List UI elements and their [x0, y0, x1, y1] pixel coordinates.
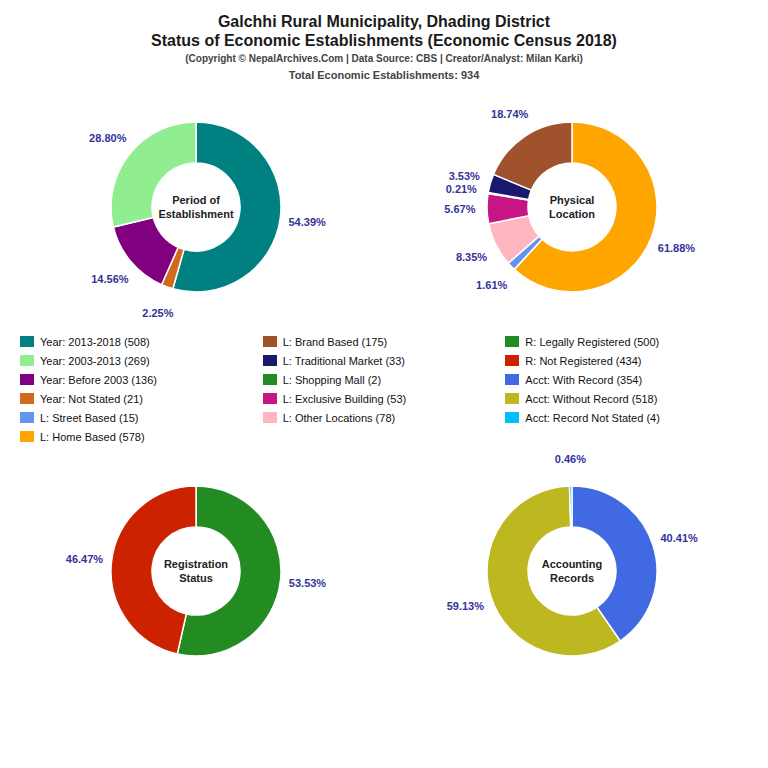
- html-text:Period of Establishment: Period of Establishment: [158, 194, 234, 220]
- svg-text:59.13%: 59.13%: [447, 600, 485, 612]
- svg-text:8.35%: 8.35%: [456, 251, 487, 263]
- html-text:Total Economic Establishments:: Total Economic Establishments: 934: [288, 69, 480, 81]
- svg-text:0.21%: 0.21%: [446, 183, 477, 195]
- html-text:Year: Not Stated (21): Year: Not Stated (21): [40, 392, 143, 405]
- svg-text:2.25%: 2.25%: [142, 307, 173, 319]
- html-text:Physical Location: Physical Location: [549, 194, 595, 220]
- svg-text:61.88%: 61.88%: [658, 242, 696, 254]
- html-text:R: Not Registered (434): R: Not Registered (434): [525, 354, 642, 367]
- html-text:Acct: Record Not Stated (4): Acct: Record Not Stated (4): [525, 411, 660, 424]
- html-text:L: Home Based (578): L: Home Based (578): [40, 430, 145, 443]
- svg-text:53.53%: 53.53%: [289, 577, 327, 589]
- html-text:Registration Status: Registration Status: [163, 558, 229, 584]
- html-text:(Copyright © NepalArchives.Com: (Copyright © NepalArchives.Com | Data So…: [185, 53, 583, 64]
- svg-text:46.47%: 46.47%: [66, 553, 104, 565]
- html-text:Year: 2013-2018 (508): Year: 2013-2018 (508): [40, 335, 150, 348]
- html-text:R: Legally Registered (500): R: Legally Registered (500): [525, 335, 660, 348]
- html-text:L: Traditional Market (33): L: Traditional Market (33): [282, 354, 405, 367]
- html-text:L: Exclusive Building (53): L: Exclusive Building (53): [282, 392, 407, 405]
- html-text:Acct: With Record (354): Acct: With Record (354): [525, 373, 643, 386]
- svg-text:3.53%: 3.53%: [449, 170, 480, 182]
- svg-text:54.39%: 54.39%: [288, 216, 326, 228]
- svg-text:1.61%: 1.61%: [476, 279, 507, 291]
- html-text:L: Brand Based (175): L: Brand Based (175): [282, 335, 388, 348]
- svg-text:14.56%: 14.56%: [91, 273, 129, 285]
- html-text:Year: Before 2003 (136): Year: Before 2003 (136): [40, 373, 157, 386]
- svg-text:18.74%: 18.74%: [491, 108, 529, 120]
- html-text:Accounting Records: Accounting Records: [541, 558, 603, 584]
- html-text:Year: 2003-2013 (269): Year: 2003-2013 (269): [40, 354, 150, 367]
- svg-text:28.80%: 28.80%: [89, 132, 127, 144]
- svg-text:5.67%: 5.67%: [444, 203, 475, 215]
- svg-text:40.41%: 40.41%: [660, 532, 698, 544]
- svg-text:0.46%: 0.46%: [555, 453, 586, 465]
- html-text:Acct: Without Record (518): Acct: Without Record (518): [525, 392, 658, 405]
- html-text:Galchhi Rural Municipality, Dh: Galchhi Rural Municipality, Dhading Dist…: [151, 13, 617, 49]
- html-text:L: Other Locations (78): L: Other Locations (78): [282, 411, 396, 424]
- html-text:L: Shopping Mall (2): L: Shopping Mall (2): [282, 373, 382, 386]
- html-text:L: Street Based (15): L: Street Based (15): [40, 411, 139, 424]
